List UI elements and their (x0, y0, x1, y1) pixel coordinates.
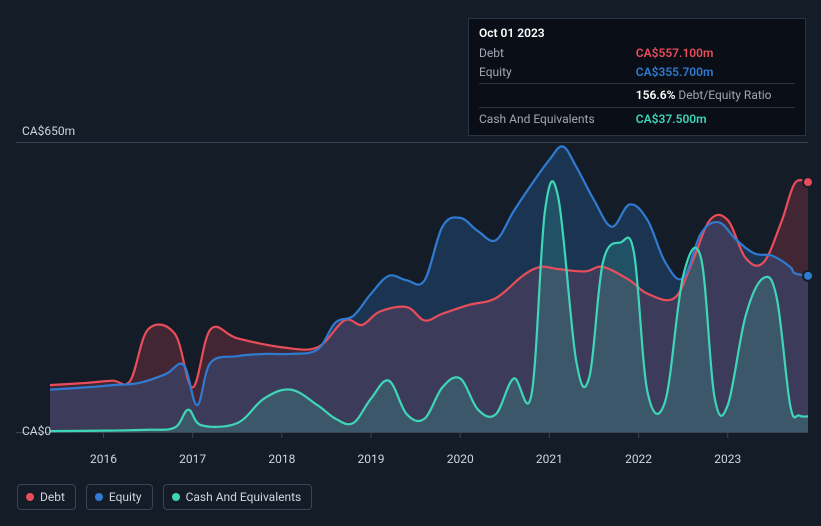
series-end-dot-equity (803, 271, 813, 281)
legend-label: Debt (40, 490, 65, 504)
tooltip-row-equity: Equity CA$355.700m (479, 63, 795, 84)
legend-item-equity[interactable]: Equity (86, 484, 153, 510)
x-axis-tick: 2023 (714, 452, 741, 466)
legend-dot-icon (95, 493, 103, 501)
legend-label: Cash And Equivalents (186, 490, 302, 504)
legend-label: Equity (109, 490, 142, 504)
tooltip-row-value: CA$37.500m (636, 108, 795, 129)
legend-dot-icon (26, 493, 34, 501)
series-end-dot-debt (803, 177, 813, 187)
x-axis-tick: 2016 (90, 452, 117, 466)
tooltip-row-label: Cash And Equivalents (479, 108, 636, 129)
x-axis-tick: 2018 (268, 452, 295, 466)
tooltip-row-debt: Debt CA$557.100m (479, 44, 795, 63)
chart-tooltip: Oct 01 2023 Debt CA$557.100m Equity CA$3… (468, 18, 806, 136)
x-axis-tick: 2022 (625, 452, 652, 466)
legend-item-cash-and-equivalents[interactable]: Cash And Equivalents (163, 484, 313, 510)
x-axis-tick: 2017 (179, 452, 206, 466)
tooltip-ratio-label: Debt/Equity Ratio (678, 88, 771, 102)
tooltip-row-value: CA$557.100m (636, 44, 795, 63)
x-axis-tick: 2019 (358, 452, 385, 466)
y-axis-label: CA$0 (22, 424, 51, 438)
legend-item-debt[interactable]: Debt (17, 484, 76, 510)
y-axis-label: CA$650m (22, 124, 75, 138)
tooltip-row-label: Equity (479, 63, 636, 84)
tooltip-row-value: CA$355.700m (636, 63, 795, 84)
x-axis-tick: 2020 (447, 452, 474, 466)
tooltip-row-label: Debt (479, 44, 636, 63)
chart-legend: Debt Equity Cash And Equivalents (17, 484, 312, 510)
tooltip-row-ratio: 156.6% Debt/Equity Ratio (479, 84, 795, 108)
legend-dot-icon (172, 493, 180, 501)
tooltip-date: Oct 01 2023 (479, 25, 795, 42)
x-axis-tick: 2021 (536, 452, 563, 466)
tooltip-row-cash: Cash And Equivalents CA$37.500m (479, 108, 795, 129)
tooltip-ratio-pct: 156.6% (636, 88, 676, 102)
